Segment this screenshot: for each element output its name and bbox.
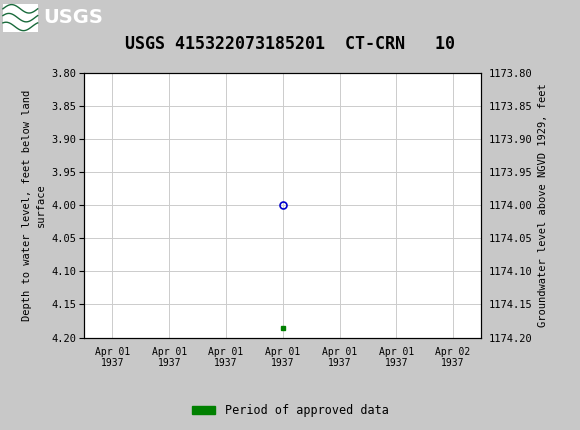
Y-axis label: Depth to water level, feet below land
surface: Depth to water level, feet below land su…	[22, 90, 46, 321]
Text: USGS: USGS	[44, 8, 103, 27]
Y-axis label: Groundwater level above NGVD 1929, feet: Groundwater level above NGVD 1929, feet	[538, 83, 548, 327]
Legend: Period of approved data: Period of approved data	[187, 399, 393, 422]
FancyBboxPatch shape	[3, 3, 38, 32]
Text: USGS 415322073185201  CT-CRN   10: USGS 415322073185201 CT-CRN 10	[125, 35, 455, 53]
